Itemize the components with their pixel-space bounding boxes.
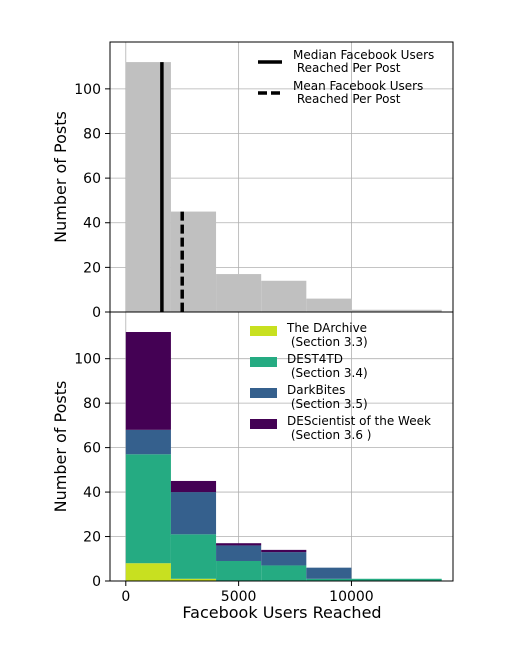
- histogram-bar: [306, 298, 352, 312]
- y-tick-label: 100: [74, 82, 101, 98]
- y-tick-label: 80: [83, 126, 101, 142]
- stacked-bar-segment: [306, 567, 352, 579]
- y-tick-label: 80: [83, 396, 101, 412]
- x-axis-label: Facebook Users Reached: [182, 603, 381, 622]
- stacked-bar-segment: [125, 429, 171, 455]
- stacked-bar-segment: [261, 565, 307, 581]
- stacked-bar-segment: [351, 578, 442, 581]
- stacked-bar-segment: [216, 545, 262, 561]
- y-tick-label: 20: [83, 260, 101, 276]
- plot-frame: [109, 311, 454, 582]
- stacked-bar-segment: [261, 549, 307, 553]
- y-tick-label: 40: [83, 216, 101, 232]
- stacked-bar-segment: [125, 563, 171, 581]
- legend-swatch: [250, 388, 277, 398]
- y-tick-label: 100: [74, 352, 101, 368]
- stacked-bar-segment: [125, 332, 171, 430]
- top-histogram-panel: Median Facebook Users Reached Per Post Me…: [51, 41, 454, 321]
- histogram-bar: [351, 309, 442, 312]
- legend-swatch: [250, 326, 277, 336]
- y-tick-label: 20: [83, 530, 101, 546]
- y-tick-label: 40: [83, 485, 101, 501]
- y-tick-label: 60: [83, 441, 101, 457]
- legend-label: The DArchive (Section 3.3): [286, 321, 368, 349]
- histogram-bar: [125, 62, 171, 313]
- y-tick-label: 60: [83, 171, 101, 187]
- stacked-bar-segment: [170, 578, 217, 581]
- stacked-bar-segment: [170, 480, 217, 493]
- y-axis-label: Number of Posts: [51, 381, 70, 513]
- histogram-bar: [216, 274, 262, 312]
- histogram-bar: [261, 280, 307, 312]
- legend-label: DEST4TD (Section 3.4): [287, 352, 368, 380]
- stacked-bar-segment: [216, 543, 262, 546]
- stacked-bar-segment: [216, 560, 262, 581]
- bottom-stacked-histogram-panel: The DArchive (Section 3.3) DEST4TD (Secti…: [51, 311, 454, 605]
- stacked-bar-segment: [170, 492, 217, 535]
- legend-swatch: [250, 419, 277, 429]
- stacked-bar-segment: [125, 454, 171, 564]
- stacked-bar-segment: [306, 578, 352, 581]
- histogram-bar: [170, 211, 217, 312]
- stacked-bar-segment: [261, 552, 307, 566]
- legend-swatch: [250, 357, 277, 367]
- legend-label: DarkBites (Section 3.5): [287, 383, 368, 411]
- x-tick-label: 5000: [221, 589, 257, 605]
- x-tick-label: 10000: [329, 589, 374, 605]
- legend-label: Mean Facebook Users Reached Per Post: [293, 79, 423, 106]
- y-tick-label: 0: [92, 305, 101, 321]
- stacked-bar-segment: [170, 534, 217, 579]
- y-tick-label: 0: [92, 574, 101, 590]
- legend-label: Median Facebook Users Reached Per Post: [293, 48, 434, 75]
- legend-label: DEScientist of the Week (Section 3.6 ): [287, 414, 431, 442]
- y-axis-label: Number of Posts: [51, 111, 70, 243]
- x-tick-label: 0: [121, 589, 130, 605]
